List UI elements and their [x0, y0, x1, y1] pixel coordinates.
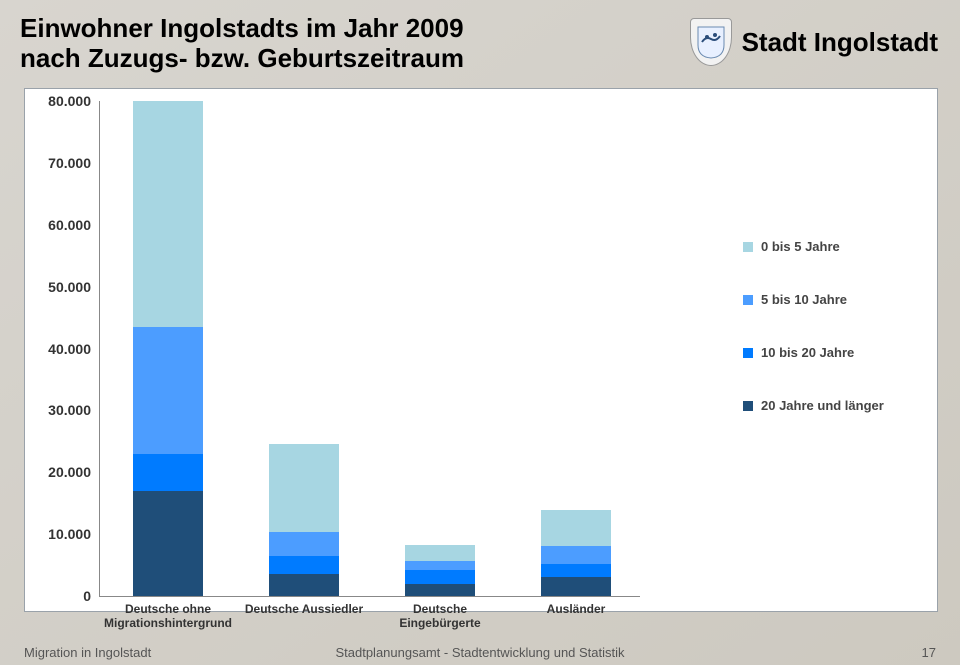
legend-item: 20 Jahre und länger	[743, 398, 913, 413]
legend-label: 0 bis 5 Jahre	[761, 239, 840, 254]
x-axis-label: Ausländer	[511, 596, 641, 616]
legend-swatch	[743, 401, 753, 411]
x-axis-label: DeutscheEingebürgerte	[375, 596, 505, 631]
bar-segment	[541, 577, 611, 596]
legend-item: 10 bis 20 Jahre	[743, 345, 913, 360]
ytick-label: 60.000	[31, 217, 91, 233]
bar-segment	[541, 564, 611, 578]
chart-container: 0 10.000 20.000 30.000 40.000 50.000 60.000 70.…	[24, 88, 938, 612]
ytick-label: 0	[31, 588, 91, 604]
legend-item: 0 bis 5 Jahre	[743, 239, 913, 254]
city-crest-icon	[690, 18, 732, 66]
footer-left: Migration in Ingolstadt	[24, 645, 151, 660]
bar-segment	[269, 532, 339, 556]
bar-segment	[133, 454, 203, 491]
legend-swatch	[743, 242, 753, 252]
bar-segment	[269, 574, 339, 596]
legend-item: 5 bis 10 Jahre	[743, 292, 913, 307]
bar-segment	[269, 444, 339, 532]
ytick-label: 70.000	[31, 155, 91, 171]
ytick-label: 50.000	[31, 279, 91, 295]
ytick-label: 40.000	[31, 341, 91, 357]
legend-swatch	[743, 295, 753, 305]
legend-label: 10 bis 20 Jahre	[761, 345, 854, 360]
legend-label: 5 bis 10 Jahre	[761, 292, 847, 307]
bar-segment	[269, 556, 339, 575]
x-axis-label: Deutsche Aussiedler	[239, 596, 369, 616]
bar-segment	[133, 101, 203, 327]
city-header: Stadt Ingolstadt	[690, 18, 938, 66]
x-axis-label: Deutsche ohneMigrationshintergrund	[103, 596, 233, 631]
city-label: Stadt Ingolstadt	[742, 27, 938, 58]
ytick-label: 10.000	[31, 526, 91, 542]
title-line-2: nach Zuzugs- bzw. Geburtszeitraum	[20, 43, 464, 73]
bar-segment	[541, 546, 611, 564]
bar-segment	[133, 327, 203, 454]
bar-segment	[133, 491, 203, 596]
slide-footer: Migration in Ingolstadt Stadtplanungsamt…	[0, 639, 960, 665]
slide-root: Einwohner Ingolstadts im Jahr 2009 nach …	[0, 0, 960, 665]
title-line-1: Einwohner Ingolstadts im Jahr 2009	[20, 13, 464, 43]
bar-segment	[405, 545, 475, 560]
legend-swatch	[743, 348, 753, 358]
slide-title: Einwohner Ingolstadts im Jahr 2009 nach …	[20, 14, 464, 74]
bar-segment	[405, 584, 475, 596]
legend-label: 20 Jahre und länger	[761, 398, 884, 413]
ytick-label: 30.000	[31, 402, 91, 418]
footer-page: 17	[922, 645, 936, 660]
bar-segment	[405, 570, 475, 584]
bar-segment	[405, 561, 475, 570]
legend: 0 bis 5 Jahre 5 bis 10 Jahre 10 bis 20 Jah…	[743, 239, 913, 451]
ytick-label: 80.000	[31, 93, 91, 109]
bar-segment	[541, 510, 611, 546]
plot-area: Deutsche ohneMigrationshintergrundDeutsc…	[99, 101, 640, 597]
bars-layer: Deutsche ohneMigrationshintergrundDeutsc…	[100, 101, 640, 596]
ytick-label: 20.000	[31, 464, 91, 480]
